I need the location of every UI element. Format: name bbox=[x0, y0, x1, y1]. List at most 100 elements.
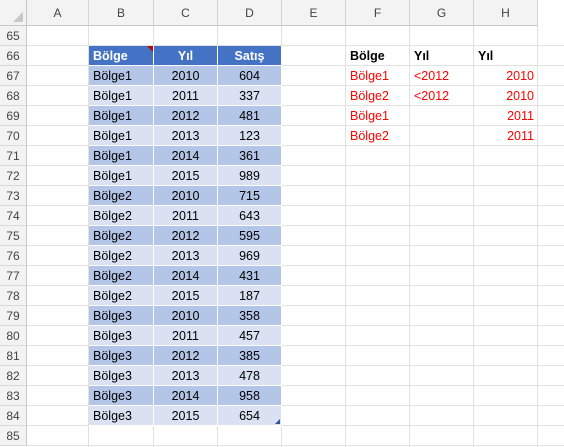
row-header-82[interactable]: 82 bbox=[0, 366, 27, 386]
table-cell[interactable]: 2011 bbox=[154, 206, 218, 226]
criteria-cell[interactable]: 2011 bbox=[507, 129, 534, 143]
criteria-cell[interactable]: Bölge2 bbox=[350, 129, 389, 143]
criteria-cell[interactable] bbox=[410, 106, 474, 126]
table-cell[interactable]: 2015 bbox=[154, 166, 218, 186]
table-cell[interactable]: Bölge3 bbox=[89, 366, 154, 386]
row-header-75[interactable]: 75 bbox=[0, 226, 27, 246]
column-header-f[interactable]: F bbox=[346, 0, 410, 26]
table-cell[interactable]: Bölge1 bbox=[89, 166, 154, 186]
row-header-84[interactable]: 84 bbox=[0, 406, 27, 426]
table-cell[interactable]: 2015 bbox=[154, 406, 218, 426]
table-cell[interactable]: Bölge1 bbox=[89, 146, 154, 166]
row-header-85[interactable]: 85 bbox=[0, 426, 27, 446]
row-header-83[interactable]: 83 bbox=[0, 386, 27, 406]
criteria-header-cell[interactable]: Yıl bbox=[414, 49, 430, 63]
criteria-cell[interactable]: Bölge1 bbox=[350, 69, 389, 83]
row-header-68[interactable]: 68 bbox=[0, 86, 27, 106]
table-cell[interactable]: 2011 bbox=[154, 326, 218, 346]
table-cell[interactable]: 595 bbox=[218, 226, 282, 246]
column-header-e[interactable]: E bbox=[282, 0, 346, 26]
row-header-67[interactable]: 67 bbox=[0, 66, 27, 86]
criteria-cell[interactable]: 2010 bbox=[506, 89, 534, 103]
table-cell[interactable]: 2012 bbox=[154, 346, 218, 366]
row-header-79[interactable]: 79 bbox=[0, 306, 27, 326]
table-cell[interactable]: 358 bbox=[218, 306, 282, 326]
table-cell[interactable]: 604 bbox=[218, 66, 282, 86]
table-cell[interactable]: 715 bbox=[218, 186, 282, 206]
criteria-cell[interactable]: Bölge1 bbox=[350, 109, 389, 123]
table-cell[interactable]: 969 bbox=[218, 246, 282, 266]
table-cell[interactable]: 2013 bbox=[154, 366, 218, 386]
row-header-70[interactable]: 70 bbox=[0, 126, 27, 146]
table-cell[interactable]: Bölge3 bbox=[89, 346, 154, 366]
table-cell[interactable]: Bölge2 bbox=[89, 246, 154, 266]
row-header-66[interactable]: 66 bbox=[0, 46, 27, 66]
row-header-69[interactable]: 69 bbox=[0, 106, 27, 126]
table-cell[interactable]: Bölge2 bbox=[89, 206, 154, 226]
table-cell[interactable]: Bölge3 bbox=[89, 306, 154, 326]
table-cell[interactable]: Bölge1 bbox=[89, 106, 154, 126]
table-cell[interactable]: 385 bbox=[218, 346, 282, 366]
criteria-cell[interactable]: <2012 bbox=[414, 69, 450, 83]
table-cell[interactable]: Bölge3 bbox=[89, 326, 154, 346]
table-cell[interactable]: 2014 bbox=[154, 146, 218, 166]
table-cell[interactable]: 187 bbox=[218, 286, 282, 306]
table-cell[interactable]: 2010 bbox=[154, 186, 218, 206]
row-header-76[interactable]: 76 bbox=[0, 246, 27, 266]
table-cell[interactable]: 457 bbox=[218, 326, 282, 346]
criteria-cell[interactable]: 2011 bbox=[507, 109, 534, 123]
criteria-cell[interactable]: <2012 bbox=[414, 89, 450, 103]
criteria-cell[interactable] bbox=[410, 126, 474, 146]
table-cell[interactable]: 2013 bbox=[154, 246, 218, 266]
table-cell[interactable]: 337 bbox=[218, 86, 282, 106]
row-header-80[interactable]: 80 bbox=[0, 326, 27, 346]
table-cell[interactable]: 361 bbox=[218, 146, 282, 166]
table-cell[interactable]: 2014 bbox=[154, 386, 218, 406]
column-header-b[interactable]: B bbox=[89, 0, 154, 26]
table-cell[interactable]: Bölge2 bbox=[89, 286, 154, 306]
table-cell[interactable]: 481 bbox=[218, 106, 282, 126]
row-header-71[interactable]: 71 bbox=[0, 146, 27, 166]
table-cell[interactable]: Bölge3 bbox=[89, 406, 154, 426]
criteria-header-cell[interactable]: Yıl bbox=[478, 49, 494, 63]
column-header-h[interactable]: H bbox=[474, 0, 538, 26]
table-cell[interactable]: 2010 bbox=[154, 66, 218, 86]
table-cell[interactable]: Bölge2 bbox=[89, 266, 154, 286]
select-all-corner[interactable] bbox=[0, 0, 27, 26]
table-cell[interactable]: 2012 bbox=[154, 226, 218, 246]
row-header-78[interactable]: 78 bbox=[0, 286, 27, 306]
row-header-74[interactable]: 74 bbox=[0, 206, 27, 226]
column-header-g[interactable]: G bbox=[410, 0, 474, 26]
table-cell[interactable]: Bölge2 bbox=[89, 186, 154, 206]
row-header-72[interactable]: 72 bbox=[0, 166, 27, 186]
criteria-cell[interactable]: Bölge2 bbox=[350, 89, 389, 103]
table-cell[interactable]: Bölge1 bbox=[89, 66, 154, 86]
row-header-65[interactable]: 65 bbox=[0, 26, 27, 46]
table-header-cell[interactable]: Bölge bbox=[89, 46, 154, 66]
row-header-77[interactable]: 77 bbox=[0, 266, 27, 286]
table-cell[interactable]: 958 bbox=[218, 386, 282, 406]
column-header-d[interactable]: D bbox=[218, 0, 282, 26]
column-header-a[interactable]: A bbox=[27, 0, 89, 26]
table-cell[interactable]: Bölge1 bbox=[89, 126, 154, 146]
row-header-73[interactable]: 73 bbox=[0, 186, 27, 206]
table-cell[interactable]: 643 bbox=[218, 206, 282, 226]
table-cell[interactable]: 989 bbox=[218, 166, 282, 186]
table-cell[interactable]: 431 bbox=[218, 266, 282, 286]
row-header-81[interactable]: 81 bbox=[0, 346, 27, 366]
table-cell[interactable]: Bölge1 bbox=[89, 86, 154, 106]
table-cell[interactable]: 2013 bbox=[154, 126, 218, 146]
table-header-cell[interactable]: Yıl bbox=[154, 46, 218, 66]
table-cell[interactable]: Bölge3 bbox=[89, 386, 154, 406]
criteria-header-cell[interactable]: Bölge bbox=[350, 49, 385, 63]
table-cell[interactable]: 2014 bbox=[154, 266, 218, 286]
table-resize-handle-icon[interactable] bbox=[275, 419, 280, 424]
column-header-c[interactable]: C bbox=[154, 0, 218, 26]
table-cell[interactable]: 123 bbox=[218, 126, 282, 146]
table-cell[interactable]: Bölge2 bbox=[89, 226, 154, 246]
table-header-cell[interactable]: Satış bbox=[218, 46, 282, 66]
table-cell[interactable]: 654 bbox=[218, 406, 282, 426]
table-cell[interactable]: 478 bbox=[218, 366, 282, 386]
table-cell[interactable]: 2010 bbox=[154, 306, 218, 326]
table-cell[interactable]: 2011 bbox=[154, 86, 218, 106]
